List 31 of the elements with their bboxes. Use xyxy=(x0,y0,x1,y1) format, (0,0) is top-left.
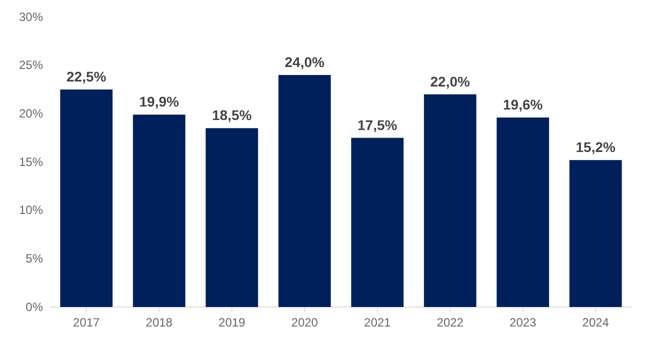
bar xyxy=(351,138,404,307)
bar xyxy=(569,160,622,307)
y-tick-label: 20% xyxy=(18,106,44,121)
data-label: 15,2% xyxy=(576,139,616,156)
bar xyxy=(278,75,331,307)
bar xyxy=(424,94,476,307)
data-label: 17,5% xyxy=(358,116,398,133)
x-tick-label: 2021 xyxy=(364,316,392,330)
x-tick-label: 2017 xyxy=(73,316,100,330)
data-label: 22,5% xyxy=(66,68,107,84)
y-tick-label: 30% xyxy=(18,10,44,24)
bar xyxy=(206,128,258,307)
y-tick-label: 5% xyxy=(26,252,44,266)
data-label: 24,0% xyxy=(284,54,326,70)
data-label: 19,9% xyxy=(139,94,180,110)
x-tick-label: 2024 xyxy=(582,316,610,330)
x-tick-label: 2019 xyxy=(218,316,246,330)
bar xyxy=(496,118,550,307)
data-label: 19,6% xyxy=(503,96,544,113)
y-tick-label: 0% xyxy=(26,300,44,314)
data-label: 18,5% xyxy=(212,107,252,124)
x-tick-label: 2023 xyxy=(510,316,537,330)
y-tick-label: 10% xyxy=(18,203,44,218)
x-tick-label: 2020 xyxy=(291,316,318,330)
x-tick-label: 2022 xyxy=(436,316,464,330)
bar xyxy=(132,114,186,307)
y-tick-label: 15% xyxy=(18,154,44,169)
x-tick-label: 2018 xyxy=(146,316,173,330)
bar xyxy=(60,90,113,307)
data-label: 22,0% xyxy=(430,73,471,90)
y-tick-label: 25% xyxy=(18,58,44,72)
